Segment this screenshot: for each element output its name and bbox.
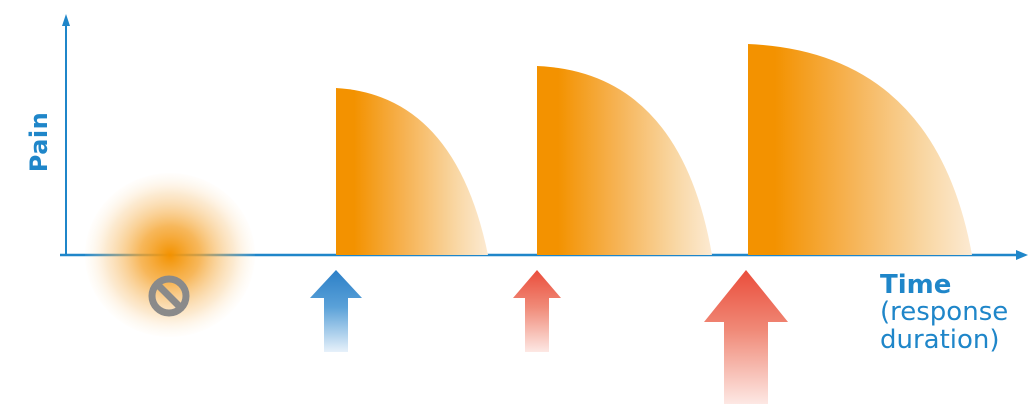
x-axis-title: Time xyxy=(880,270,952,300)
x-axis-note-line-2: duration) xyxy=(880,324,1000,355)
x-axis-label: Time (response duration) xyxy=(880,270,1025,355)
pain-curve-3 xyxy=(748,44,972,255)
red-arrow-small-icon xyxy=(513,270,561,352)
blue-arrow-icon xyxy=(310,270,362,352)
red-arrow-large-icon xyxy=(704,270,788,404)
x-axis-note-line-1: (response xyxy=(880,297,1009,328)
y-axis-arrowhead xyxy=(62,14,70,26)
pain-curve-1 xyxy=(336,88,488,255)
pain-shapes xyxy=(85,44,972,337)
pain-blob-no-response xyxy=(85,173,255,337)
x-axis-arrowhead xyxy=(1016,250,1028,260)
no-response-icon xyxy=(148,275,190,317)
y-axis-label: Pain xyxy=(25,111,53,173)
intervention-symbols xyxy=(148,270,788,404)
pain-curve-2 xyxy=(537,66,712,255)
